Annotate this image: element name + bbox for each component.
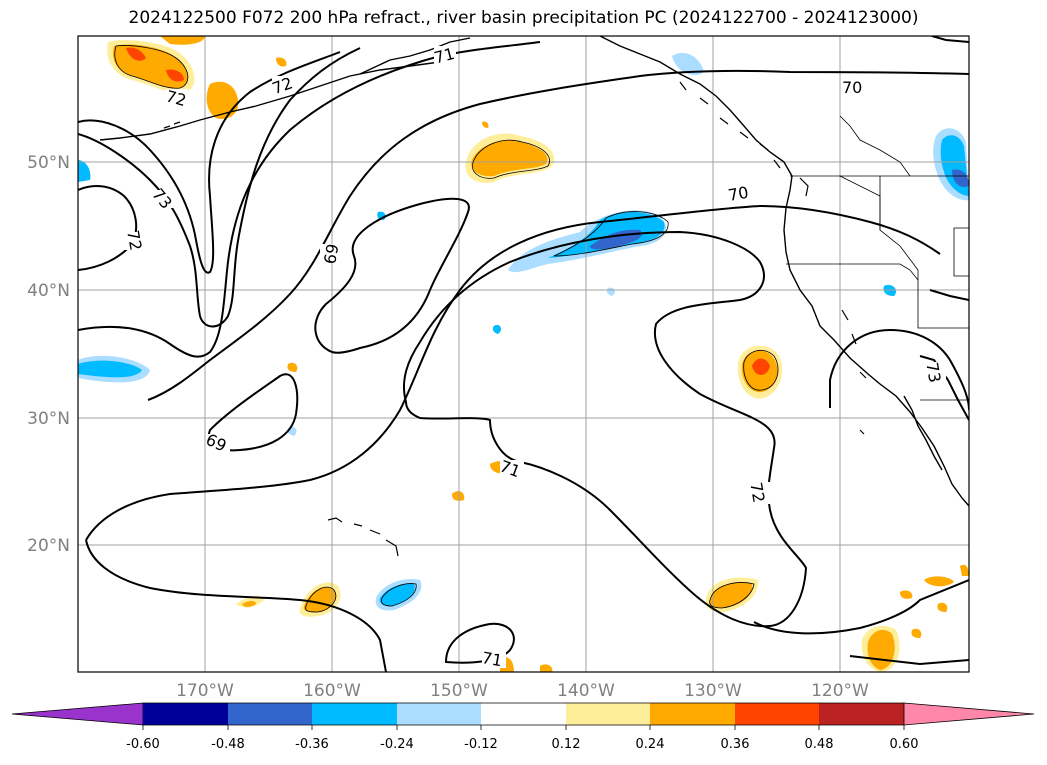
precip-strong-area bbox=[166, 69, 184, 82]
precip-positive-area bbox=[911, 628, 922, 638]
contour-label: 72 bbox=[123, 229, 145, 252]
colorbar-segment bbox=[312, 703, 397, 725]
map-title: 2024122500 F072 200 hPa refract., river … bbox=[128, 8, 919, 28]
precip-positive-area bbox=[900, 590, 913, 599]
colorbar: -0.60 -0.48 -0.36 -0.24 -0.12 0.12 0.24 … bbox=[11, 702, 1035, 752]
precip-negative-area bbox=[672, 52, 704, 76]
precip-positive-area bbox=[937, 602, 948, 612]
colorbar-segment bbox=[481, 703, 566, 725]
lon-label-150w: 150°W bbox=[430, 681, 488, 701]
precip-outlines bbox=[114, 45, 779, 613]
colorbar-tick-label: -0.24 bbox=[380, 737, 414, 752]
colorbar-tick-label: -0.60 bbox=[126, 737, 160, 752]
colorbar-segment bbox=[819, 703, 904, 725]
colorbar-tick-label: 0.12 bbox=[552, 737, 581, 752]
precip-positive-area bbox=[471, 140, 548, 177]
precip-positive-area bbox=[276, 57, 287, 67]
precip-negative-area bbox=[78, 160, 91, 182]
precip-positive-area bbox=[482, 121, 489, 128]
colorbar-tick-label: -0.36 bbox=[295, 737, 329, 752]
lon-label-170w: 170°W bbox=[176, 681, 234, 701]
precip-strong-negative bbox=[952, 169, 969, 188]
precip-negative-area bbox=[78, 360, 142, 378]
colorbar-tick-label: 0.24 bbox=[636, 737, 665, 752]
colorbar-segment bbox=[397, 703, 481, 725]
colorbar-tick-label: -0.12 bbox=[464, 737, 498, 752]
contour-label: 70 bbox=[727, 183, 750, 205]
colorbar-extend-max bbox=[903, 702, 1035, 726]
latitude-labels: 50°N 40°N 30°N 20°N bbox=[27, 153, 70, 556]
precip-positive-area bbox=[960, 564, 969, 576]
colorbar-tick-label: -0.48 bbox=[211, 737, 245, 752]
precip-negative-area bbox=[492, 324, 501, 334]
precip-positive-area bbox=[206, 81, 239, 120]
contour-label: 72 bbox=[746, 481, 768, 504]
contour-label: 71 bbox=[432, 44, 457, 68]
precip-positive-area bbox=[452, 491, 465, 501]
lon-label-160w: 160°W bbox=[303, 681, 361, 701]
lat-label-50n: 50°N bbox=[27, 153, 70, 173]
colorbar-extend-min bbox=[11, 702, 144, 726]
precip-negative-area bbox=[379, 583, 415, 606]
precip-negative-area bbox=[548, 211, 665, 258]
lon-label-130w: 130°W bbox=[684, 681, 742, 701]
precip-strong-area bbox=[126, 47, 146, 61]
colorbar-tick-label: 0.60 bbox=[890, 737, 919, 752]
plot-area bbox=[78, 36, 969, 672]
plot-frame bbox=[77, 35, 970, 673]
contour-label: 73 bbox=[922, 361, 944, 384]
lon-label-120w: 120°W bbox=[811, 681, 869, 701]
contour-label-layer: 72 71 72 70 73 72 69 70 69 71 72 73 71 bbox=[123, 44, 946, 670]
precip-strong-area bbox=[752, 358, 770, 376]
lat-label-30n: 30°N bbox=[27, 409, 70, 429]
lon-label-140w: 140°W bbox=[557, 681, 615, 701]
contour-label: 70 bbox=[842, 78, 862, 97]
lat-label-20n: 20°N bbox=[27, 536, 70, 556]
precip-positive-area bbox=[540, 664, 553, 672]
precip-positive-area bbox=[924, 576, 954, 587]
gridlines bbox=[78, 36, 969, 672]
lat-label-40n: 40°N bbox=[27, 281, 70, 301]
colorbar-tick-label: 0.48 bbox=[805, 737, 834, 752]
colorbar-tick-label: 0.36 bbox=[721, 737, 750, 752]
precip-positive-area bbox=[160, 36, 205, 45]
contour-label: 69 bbox=[320, 242, 342, 265]
precip-positive-area bbox=[709, 582, 753, 608]
contour-label: 71 bbox=[480, 648, 503, 670]
longitude-labels: 170°W 160°W 150°W 140°W 130°W 120°W bbox=[176, 681, 869, 701]
precip-positive-area bbox=[287, 362, 298, 372]
colorbar-segment bbox=[735, 703, 819, 725]
colorbar-segment bbox=[566, 703, 650, 725]
colorbar-segment bbox=[143, 703, 228, 725]
precip-positive-area bbox=[242, 601, 256, 607]
colorbar-segment bbox=[650, 703, 735, 725]
coastlines bbox=[99, 36, 969, 557]
contour-label: 72 bbox=[164, 86, 189, 110]
political-borders bbox=[786, 115, 969, 401]
colorbar-segment bbox=[228, 703, 312, 725]
